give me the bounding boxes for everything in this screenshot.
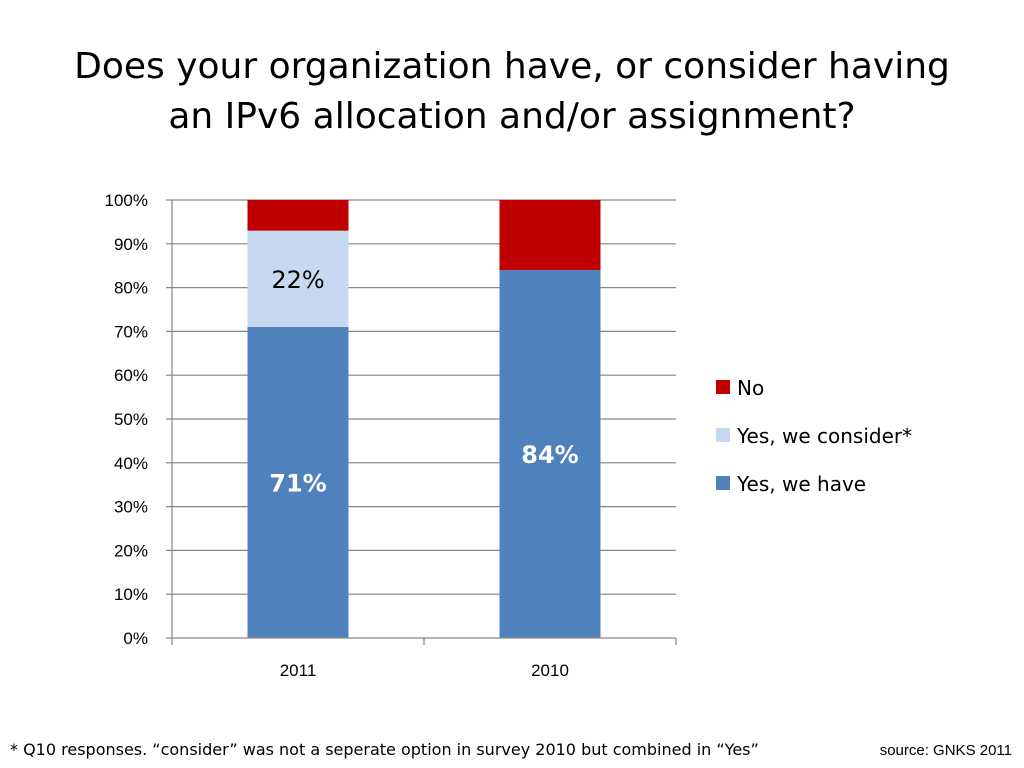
x-tick-label: 2010 xyxy=(531,661,569,680)
source-note: source: GNKS 2011 xyxy=(879,742,1012,759)
legend-label: Yes, we have xyxy=(736,472,866,496)
y-tick-label: 10% xyxy=(114,585,148,604)
y-tick-label: 0% xyxy=(123,629,148,648)
y-tick-label: 100% xyxy=(105,191,148,210)
data-labels: 71% 22% 84% xyxy=(269,266,578,498)
bars xyxy=(247,200,601,638)
slide-title-line-2: an IPv6 allocation and/or assignment? xyxy=(168,96,856,137)
y-tick-label: 40% xyxy=(114,454,148,473)
slide-title: Does your organization have, or consider… xyxy=(40,42,984,142)
y-tick-label: 20% xyxy=(114,541,148,560)
axes xyxy=(166,199,677,645)
footnote: * Q10 responses. “consider” was not a se… xyxy=(10,740,759,759)
legend-label: No xyxy=(737,376,764,400)
y-tick-label: 80% xyxy=(114,279,148,298)
y-axis-tick-labels: 0% 10% 20% 30% 40% 50% 60% 70% 80% 90% 100% xyxy=(105,191,148,648)
y-tick-label: 30% xyxy=(114,498,148,517)
legend-label: Yes, we consider* xyxy=(736,424,912,448)
y-tick-label: 50% xyxy=(114,410,148,429)
bar-segment xyxy=(247,327,349,638)
legend: No Yes, we consider* Yes, we have xyxy=(716,376,912,496)
y-tick-label: 70% xyxy=(114,322,148,341)
y-tick-label: 90% xyxy=(114,235,148,254)
legend-swatch xyxy=(716,428,730,442)
legend-swatch xyxy=(716,476,730,490)
bar-segment xyxy=(499,270,601,638)
bar-segment xyxy=(247,200,349,231)
data-label: 71% xyxy=(269,470,326,498)
y-tick-label: 60% xyxy=(114,366,148,385)
legend-swatch xyxy=(716,380,730,394)
bar-segment xyxy=(247,230,349,328)
data-label: 84% xyxy=(521,441,578,469)
data-label: 22% xyxy=(271,266,324,294)
slide-title-line-1: Does your organization have, or consider… xyxy=(74,46,950,87)
x-axis-tick-labels: 2011 2010 xyxy=(280,661,569,680)
bar-segment xyxy=(499,200,601,271)
x-tick-label: 2011 xyxy=(280,661,317,680)
